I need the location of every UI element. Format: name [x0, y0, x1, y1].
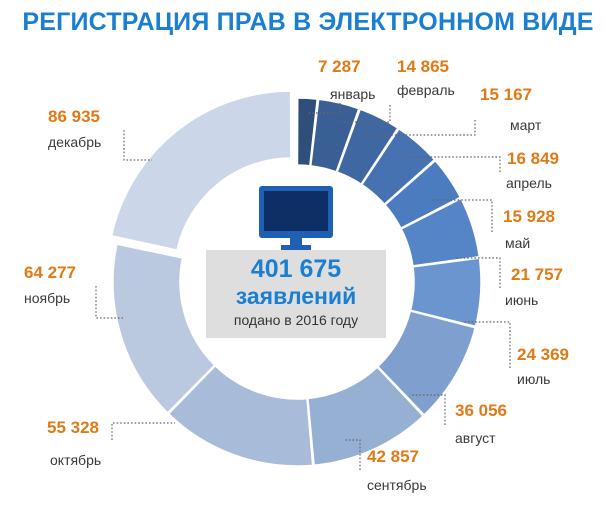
- leader-line-1: [338, 105, 391, 123]
- donut-slice-8: [307, 366, 425, 467]
- donut-slices: [110, 90, 482, 467]
- total-value: 401 675: [250, 255, 342, 283]
- donut-slice-4: [383, 159, 462, 230]
- computer-monitor-icon: [259, 186, 333, 250]
- leader-line-7: [410, 394, 446, 425]
- slice-labels: 7 287 январь 14 865 февраль 15 167 март 16 849…: [24, 57, 569, 493]
- slice-value-label: 16 849: [507, 149, 559, 168]
- donut-slice-3: [360, 127, 436, 206]
- donut-slice-0: [296, 97, 319, 167]
- leader-lines: [95, 103, 511, 470]
- slice-month-label: сентябрь: [367, 477, 427, 493]
- slice-month-label: октябрь: [50, 452, 101, 468]
- total-caption: подано в 2016 году: [233, 312, 359, 328]
- leader-line-5: [455, 257, 501, 288]
- slice-value-label: 55 328: [47, 418, 99, 437]
- slice-value-label: 64 277: [24, 263, 76, 282]
- donut-slice-10: [112, 243, 216, 414]
- slice-value-label: 21 757: [511, 265, 563, 284]
- donut-slice-9: [167, 364, 314, 467]
- slice-month-label: июль: [517, 371, 550, 387]
- slice-value-label: 7 287: [318, 57, 361, 76]
- donut-slice-6: [409, 257, 482, 328]
- slice-month-label: декабрь: [48, 134, 101, 150]
- donut-slice-5: [400, 197, 481, 267]
- slice-value-label: 24 369: [517, 345, 569, 364]
- leader-line-8: [345, 439, 361, 470]
- slice-value-label: 15 928: [503, 207, 555, 226]
- donut-slice-2: [336, 108, 399, 186]
- leader-line-2: [365, 120, 476, 136]
- slice-value-label: 86 935: [48, 107, 100, 126]
- slice-month-label: ноябрь: [24, 290, 70, 306]
- slice-month-label: август: [455, 430, 496, 446]
- leader-line-4: [430, 199, 493, 232]
- donut-slice-7: [376, 310, 477, 416]
- chart-title: РЕГИСТРАЦИЯ ПРАВ В ЭЛЕКТРОННОМ ВИДЕ: [22, 8, 594, 36]
- total-unit: заявлений: [235, 283, 357, 309]
- slice-month-label: апрель: [506, 175, 552, 191]
- slice-month-label: февраль: [397, 82, 455, 98]
- leader-line-11: [123, 130, 152, 161]
- slice-value-label: 36 056: [455, 401, 507, 420]
- slice-value-label: 42 857: [367, 447, 419, 466]
- slice-value-label: 15 167: [480, 85, 532, 104]
- leader-line-3: [405, 156, 501, 172]
- slice-month-label: май: [505, 235, 530, 251]
- leader-line-9: [111, 422, 175, 440]
- total-summary-box: 401 675 заявлений подано в 2016 году: [206, 250, 386, 338]
- slice-month-label: июнь: [505, 292, 538, 308]
- leader-line-6: [462, 321, 511, 368]
- donut-slice-1: [309, 98, 360, 173]
- slice-month-label: январь: [330, 86, 375, 102]
- slice-value-label: 14 865: [397, 57, 449, 76]
- slice-month-label: март: [510, 117, 542, 133]
- donut-slice-11: [110, 90, 292, 251]
